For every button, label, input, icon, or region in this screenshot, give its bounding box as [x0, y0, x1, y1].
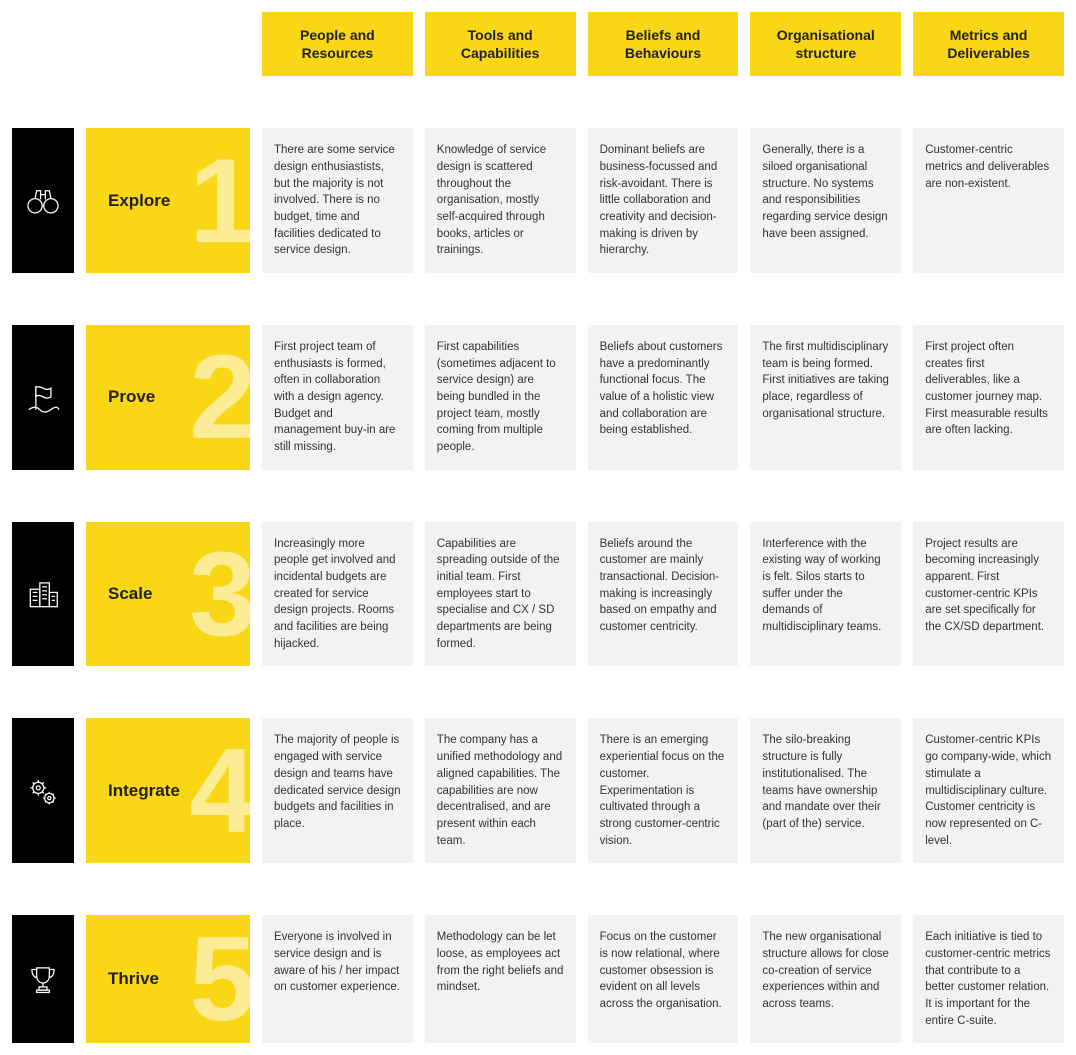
matrix-cell: The first multidisciplinary team is bein…: [750, 325, 901, 470]
row-spacer: [12, 875, 1064, 903]
column-header: Beliefs and Behaviours: [588, 12, 739, 76]
matrix-cell: Dominant beliefs are business-focussed a…: [588, 128, 739, 273]
stage-integrate: 4 Integrate: [86, 718, 250, 863]
column-header: Tools and Capabilities: [425, 12, 576, 76]
stage-number: 3: [189, 534, 250, 654]
stage-thrive: 5 Thrive: [86, 915, 250, 1043]
matrix-cell: Everyone is involved in service design a…: [262, 915, 413, 1043]
stage-number: 2: [189, 337, 250, 457]
header-spacer: [86, 12, 250, 76]
matrix-cell: Customer-centric KPIs go company-wide, w…: [913, 718, 1064, 863]
stage-label: Integrate: [108, 781, 180, 801]
matrix-cell: First capabilities (sometimes adjacent t…: [425, 325, 576, 470]
stage-label: Explore: [108, 191, 170, 211]
binoculars-icon: [12, 128, 74, 273]
matrix-cell: Customer-centric metrics and deliverable…: [913, 128, 1064, 273]
row-spacer: [12, 678, 1064, 706]
matrix-cell: The majority of people is engaged with s…: [262, 718, 413, 863]
stage-label: Prove: [108, 387, 155, 407]
matrix-cell: Project results are becoming increasingl…: [913, 522, 1064, 667]
matrix-cell: Interference with the existing way of wo…: [750, 522, 901, 667]
column-header: Metrics and Deliverables: [913, 12, 1064, 76]
matrix-cell: The silo-breaking structure is fully ins…: [750, 718, 901, 863]
buildings-icon: [12, 522, 74, 667]
matrix-cell: Knowledge of service design is scattered…: [425, 128, 576, 273]
trophy-icon: [12, 915, 74, 1043]
stage-number: 4: [189, 731, 250, 851]
stage-prove: 2 Prove: [86, 325, 250, 470]
flag-icon: [12, 325, 74, 470]
stage-number: 1: [189, 141, 250, 261]
row-spacer: [12, 88, 1064, 116]
matrix-cell: There are some service design enthusiast…: [262, 128, 413, 273]
stage-explore: 1 Explore: [86, 128, 250, 273]
matrix-cell: Increasingly more people get involved an…: [262, 522, 413, 667]
matrix-cell: Capabilities are spreading outside of th…: [425, 522, 576, 667]
matrix-cell: The new organisational structure allows …: [750, 915, 901, 1043]
matrix-cell: First project team of enthusiasts is for…: [262, 325, 413, 470]
column-header: People and Resources: [262, 12, 413, 76]
gears-icon: [12, 718, 74, 863]
column-header: Organisational structure: [750, 12, 901, 76]
matrix-cell: Beliefs around the customer are mainly t…: [588, 522, 739, 667]
matrix-cell: Focus on the customer is now relational,…: [588, 915, 739, 1043]
stage-number: 5: [189, 919, 250, 1039]
row-spacer: [12, 482, 1064, 510]
matrix-cell: Generally, there is a siloed organisatio…: [750, 128, 901, 273]
stage-label: Scale: [108, 584, 152, 604]
matrix-cell: First project often creates first delive…: [913, 325, 1064, 470]
matrix-cell: Methodology can be let loose, as employe…: [425, 915, 576, 1043]
matrix-cell: There is an emerging experiential focus …: [588, 718, 739, 863]
matrix-cell: Each initiative is tied to customer-cent…: [913, 915, 1064, 1043]
matrix-cell: The company has a unified methodology an…: [425, 718, 576, 863]
stage-scale: 3 Scale: [86, 522, 250, 667]
row-spacer: [12, 285, 1064, 313]
maturity-matrix: People and ResourcesTools and Capabiliti…: [12, 12, 1064, 1043]
matrix-cell: Beliefs about customers have a predomina…: [588, 325, 739, 470]
stage-label: Thrive: [108, 969, 159, 989]
header-spacer: [12, 12, 74, 76]
